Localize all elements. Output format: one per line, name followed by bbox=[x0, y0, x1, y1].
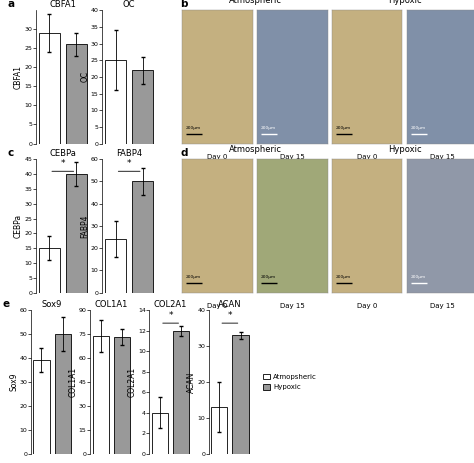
Y-axis label: FABP4: FABP4 bbox=[80, 214, 89, 238]
Y-axis label: ACAN: ACAN bbox=[187, 371, 196, 393]
Bar bbox=[105, 60, 126, 144]
Text: Hypoxic: Hypoxic bbox=[388, 0, 421, 5]
Text: *: * bbox=[168, 311, 173, 319]
Title: FABP4: FABP4 bbox=[116, 150, 142, 158]
Title: Sox9: Sox9 bbox=[42, 300, 62, 309]
Bar bbox=[66, 174, 87, 293]
Text: Day 0: Day 0 bbox=[208, 154, 228, 160]
Title: CEBPa: CEBPa bbox=[49, 150, 76, 158]
Bar bbox=[39, 248, 60, 293]
Bar bbox=[39, 33, 60, 144]
Bar bbox=[132, 70, 153, 144]
Text: d: d bbox=[180, 148, 188, 158]
Bar bbox=[105, 239, 126, 293]
Text: c: c bbox=[7, 148, 13, 158]
Bar bbox=[173, 331, 190, 454]
Text: 200µm: 200µm bbox=[261, 126, 276, 130]
Text: Atmospheric: Atmospheric bbox=[228, 0, 282, 5]
Text: *: * bbox=[61, 159, 65, 168]
Title: COL1A1: COL1A1 bbox=[95, 300, 128, 309]
Text: Day 15: Day 15 bbox=[280, 303, 305, 309]
Bar bbox=[232, 335, 249, 454]
Text: 200µm: 200µm bbox=[410, 275, 426, 279]
Text: Day 0: Day 0 bbox=[357, 154, 377, 160]
Title: COL2A1: COL2A1 bbox=[154, 300, 187, 309]
Text: Day 15: Day 15 bbox=[430, 154, 455, 160]
Legend: Atmopsheric, Hypoxic: Atmopsheric, Hypoxic bbox=[263, 374, 317, 390]
Title: OC: OC bbox=[123, 0, 136, 9]
Text: e: e bbox=[2, 299, 9, 309]
Text: 200µm: 200µm bbox=[410, 126, 426, 130]
Y-axis label: Sox9: Sox9 bbox=[9, 373, 18, 391]
Y-axis label: COL1A1: COL1A1 bbox=[68, 367, 77, 397]
Bar bbox=[114, 338, 130, 454]
Bar bbox=[33, 360, 50, 454]
Bar bbox=[66, 44, 87, 144]
Text: 200µm: 200µm bbox=[186, 126, 201, 130]
Text: a: a bbox=[7, 0, 14, 9]
Bar bbox=[152, 413, 168, 454]
Text: Atmospheric: Atmospheric bbox=[228, 145, 282, 154]
Text: *: * bbox=[228, 311, 232, 319]
Y-axis label: CBFA1: CBFA1 bbox=[14, 65, 23, 89]
Bar bbox=[92, 336, 109, 454]
Bar bbox=[55, 334, 71, 454]
Text: Hypoxic: Hypoxic bbox=[388, 145, 421, 154]
Text: b: b bbox=[180, 0, 188, 9]
Text: Day 15: Day 15 bbox=[280, 154, 305, 160]
Text: Day 15: Day 15 bbox=[430, 303, 455, 309]
Y-axis label: CEBPa: CEBPa bbox=[14, 214, 23, 238]
Text: Day 0: Day 0 bbox=[208, 303, 228, 309]
Y-axis label: COL2A1: COL2A1 bbox=[128, 367, 137, 397]
Text: 200µm: 200µm bbox=[336, 126, 351, 130]
Text: 200µm: 200µm bbox=[261, 275, 276, 279]
Title: ACAN: ACAN bbox=[218, 300, 242, 309]
Y-axis label: OC: OC bbox=[80, 71, 89, 82]
Text: *: * bbox=[127, 159, 131, 168]
Bar bbox=[132, 181, 153, 293]
Bar bbox=[211, 407, 228, 454]
Text: Day 0: Day 0 bbox=[357, 303, 377, 309]
Title: CBFA1: CBFA1 bbox=[49, 0, 76, 9]
Text: 200µm: 200µm bbox=[336, 275, 351, 279]
Text: 200µm: 200µm bbox=[186, 275, 201, 279]
